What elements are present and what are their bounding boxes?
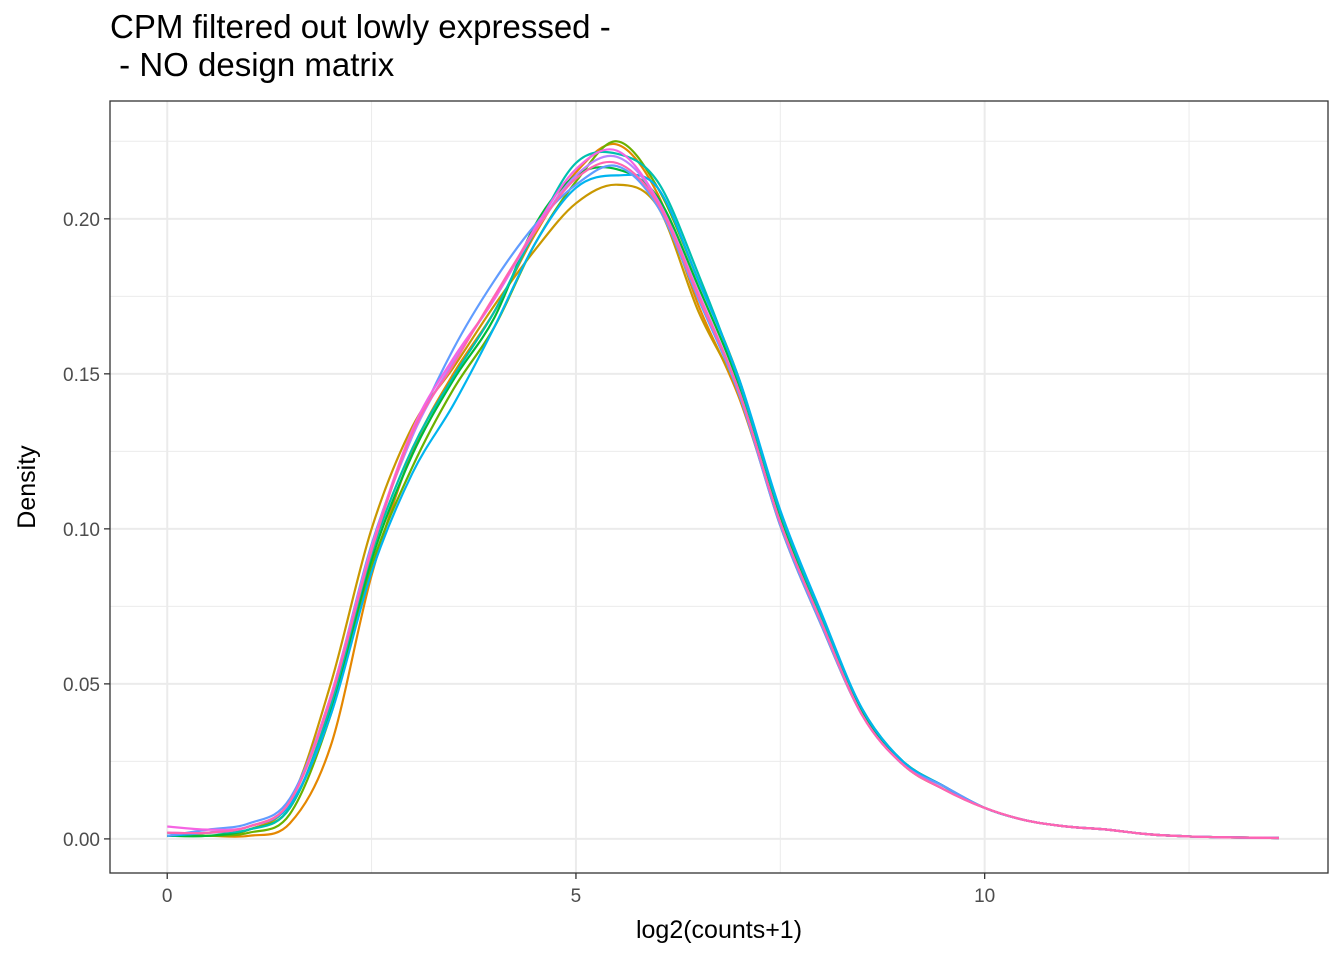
y-axis-label: Density [13, 445, 41, 529]
x-tick-label: 10 [974, 886, 995, 907]
x-tick-label: 0 [162, 886, 173, 907]
y-tick-label: 0.20 [63, 210, 100, 231]
plot-panel [110, 101, 1328, 873]
y-tick-label: 0.15 [63, 365, 100, 386]
x-axis-label: log2(counts+1) [636, 916, 802, 944]
chart-subtitle: - NO design matrix [110, 46, 395, 83]
density-line-s10 [167, 160, 1279, 840]
y-tick-label: 0.10 [63, 520, 100, 541]
y-tick-label: 0.00 [63, 830, 100, 851]
y-tick-label: 0.05 [63, 675, 100, 696]
x-tick-label: 5 [571, 886, 582, 907]
panel-border [109, 100, 1329, 874]
chart-title: CPM filtered out lowly expressed - [110, 8, 611, 45]
